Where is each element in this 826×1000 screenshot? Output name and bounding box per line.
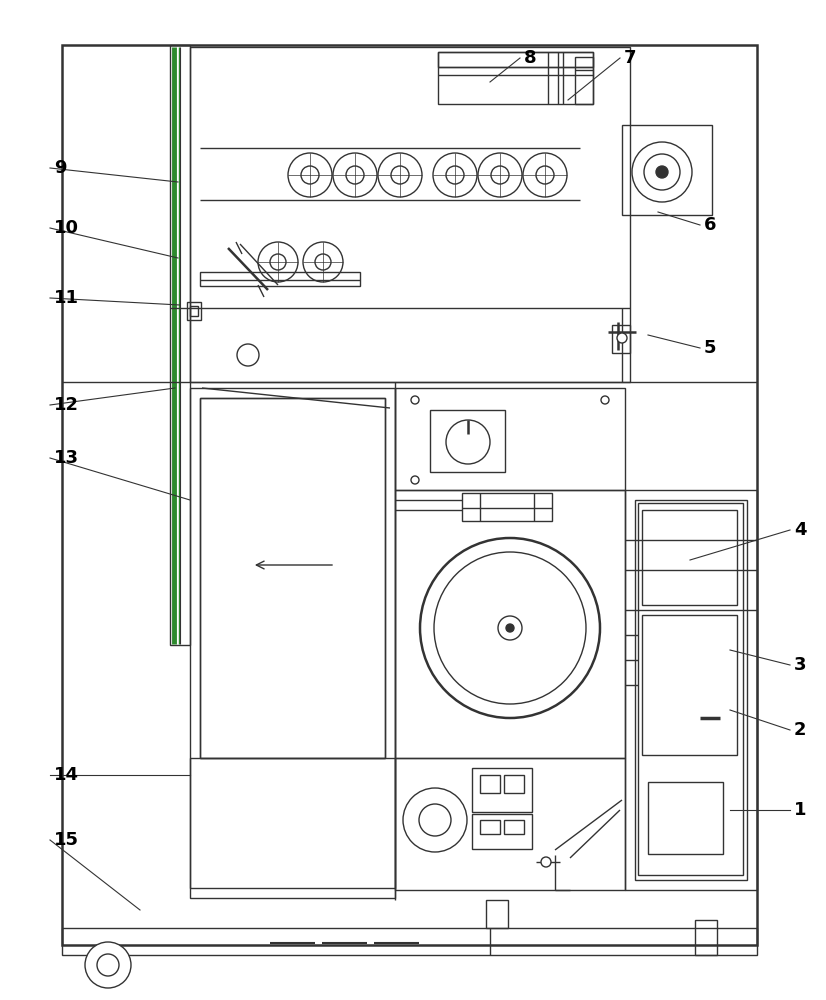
Bar (472, 768, 532, 812)
Bar (62, 928, 757, 955)
Circle shape (498, 616, 522, 640)
Circle shape (617, 333, 627, 343)
Bar (612, 325, 630, 353)
Bar (395, 388, 625, 490)
Circle shape (258, 242, 298, 282)
Bar (480, 775, 500, 793)
Bar (395, 490, 625, 758)
Bar (190, 388, 395, 898)
Circle shape (411, 396, 419, 404)
Bar (638, 503, 743, 875)
Bar (504, 820, 524, 834)
Circle shape (403, 788, 467, 852)
Text: 12: 12 (54, 396, 79, 414)
Bar (190, 306, 198, 316)
Bar (430, 410, 505, 472)
Circle shape (656, 166, 668, 178)
Bar (625, 490, 757, 890)
Circle shape (523, 153, 567, 197)
Circle shape (288, 153, 332, 197)
Bar (170, 45, 190, 645)
Text: 13: 13 (54, 449, 79, 467)
Circle shape (391, 166, 409, 184)
Bar (200, 272, 360, 286)
Circle shape (632, 142, 692, 202)
Bar (575, 57, 593, 104)
Circle shape (420, 538, 600, 718)
Bar (642, 510, 737, 605)
Text: 9: 9 (54, 159, 67, 177)
Circle shape (97, 954, 119, 976)
Bar (695, 920, 717, 955)
Circle shape (434, 552, 586, 704)
Bar (200, 398, 385, 758)
Text: 14: 14 (54, 766, 79, 784)
Text: 8: 8 (524, 49, 537, 67)
Circle shape (491, 166, 509, 184)
Text: 11: 11 (54, 289, 79, 307)
Bar (187, 302, 201, 320)
Bar (395, 758, 625, 890)
Circle shape (411, 476, 419, 484)
Circle shape (506, 624, 514, 632)
Bar (648, 782, 723, 854)
Text: 3: 3 (794, 656, 806, 674)
Circle shape (446, 166, 464, 184)
Bar (622, 125, 712, 215)
Text: 7: 7 (624, 49, 637, 67)
Text: 2: 2 (794, 721, 806, 739)
Circle shape (601, 396, 609, 404)
Circle shape (333, 153, 377, 197)
Bar (438, 52, 593, 104)
Circle shape (315, 254, 331, 270)
Circle shape (478, 153, 522, 197)
Text: 5: 5 (704, 339, 716, 357)
Circle shape (85, 942, 131, 988)
Circle shape (536, 166, 554, 184)
Text: 1: 1 (794, 801, 806, 819)
Bar (504, 775, 524, 793)
Text: 15: 15 (54, 831, 79, 849)
Circle shape (346, 166, 364, 184)
Circle shape (541, 857, 551, 867)
Text: 10: 10 (54, 219, 79, 237)
Circle shape (419, 804, 451, 836)
Bar (635, 500, 747, 880)
Text: 4: 4 (794, 521, 806, 539)
Circle shape (378, 153, 422, 197)
Circle shape (433, 153, 477, 197)
Bar (200, 398, 385, 758)
Bar (438, 52, 593, 67)
Bar (486, 900, 508, 928)
Bar (190, 47, 630, 382)
Text: 6: 6 (704, 216, 716, 234)
Circle shape (237, 344, 259, 366)
Circle shape (301, 166, 319, 184)
Circle shape (644, 154, 680, 190)
Circle shape (303, 242, 343, 282)
Bar (642, 615, 737, 755)
Bar (462, 493, 552, 521)
Circle shape (446, 420, 490, 464)
Bar (480, 820, 500, 834)
Bar (190, 758, 395, 888)
Bar (472, 814, 532, 849)
Bar (62, 45, 757, 945)
Circle shape (270, 254, 286, 270)
